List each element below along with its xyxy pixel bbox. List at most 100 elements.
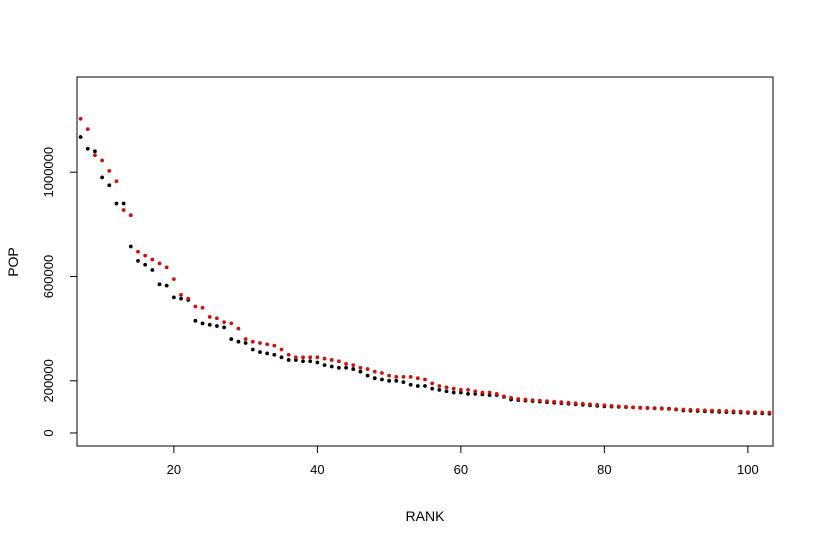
data-point xyxy=(286,358,291,362)
data-point xyxy=(588,402,592,407)
data-point xyxy=(308,355,313,360)
data-point xyxy=(638,406,643,410)
data-point xyxy=(143,262,148,267)
data-point xyxy=(566,400,571,405)
data-point xyxy=(451,386,456,391)
data-point xyxy=(157,261,162,266)
data-point xyxy=(193,318,198,323)
data-point xyxy=(93,153,97,158)
data-point xyxy=(236,339,241,344)
data-point xyxy=(272,352,277,357)
data-point xyxy=(301,355,305,360)
data-point xyxy=(545,399,549,404)
data-point xyxy=(516,397,521,401)
data-point xyxy=(222,325,226,330)
data-point xyxy=(107,183,112,188)
data-point xyxy=(351,363,356,368)
data-point xyxy=(494,391,499,396)
data-point xyxy=(336,359,341,364)
data-point xyxy=(573,401,578,406)
data-point xyxy=(365,373,370,378)
data-point xyxy=(444,389,449,394)
data-point xyxy=(293,355,298,360)
y-tick-label: 0 xyxy=(41,429,56,436)
data-point xyxy=(100,158,105,163)
data-point xyxy=(760,410,765,415)
x-tick-label: 60 xyxy=(454,462,468,477)
data-point xyxy=(702,408,707,413)
data-point xyxy=(171,295,176,300)
y-tick-label: 1000000 xyxy=(41,147,56,198)
data-point xyxy=(171,277,176,282)
data-point xyxy=(580,401,585,406)
data-point xyxy=(688,407,693,412)
data-point xyxy=(358,365,363,370)
data-point xyxy=(215,324,219,328)
data-point xyxy=(559,400,564,405)
data-point xyxy=(444,385,449,390)
data-point xyxy=(401,380,406,385)
data-point xyxy=(128,244,133,249)
x-axis: 20 40 60 80 100 xyxy=(167,446,759,477)
data-point xyxy=(387,378,392,383)
data-point xyxy=(229,337,234,341)
data-point xyxy=(430,386,435,391)
data-point xyxy=(423,377,427,382)
data-point xyxy=(150,268,155,272)
data-point xyxy=(595,402,600,407)
data-point xyxy=(437,384,442,388)
y-axis-title: POP xyxy=(5,247,21,277)
data-point xyxy=(358,369,363,374)
data-point xyxy=(487,393,492,398)
data-point xyxy=(121,201,126,206)
y-tick-label: 600000 xyxy=(41,255,56,298)
data-point xyxy=(250,347,255,352)
data-point xyxy=(724,409,729,413)
data-point xyxy=(466,388,470,392)
y-axis: 0 200000 600000 1000000 xyxy=(41,147,77,437)
data-point xyxy=(487,390,492,395)
data-point xyxy=(222,320,226,325)
data-point xyxy=(265,351,270,356)
data-point xyxy=(423,384,427,388)
data-point xyxy=(150,257,155,262)
data-point xyxy=(659,406,664,411)
data-point xyxy=(114,201,119,206)
x-tick-label: 100 xyxy=(737,462,759,477)
data-point xyxy=(502,394,506,399)
data-point xyxy=(738,409,743,414)
data-point xyxy=(207,315,212,319)
data-point xyxy=(179,296,183,301)
data-point xyxy=(509,395,514,400)
series-1 xyxy=(78,135,772,416)
data-point xyxy=(602,403,607,408)
data-point xyxy=(365,367,370,371)
data-point xyxy=(372,376,377,381)
data-point xyxy=(243,337,248,341)
y-tick-label: 200000 xyxy=(41,359,56,402)
data-point xyxy=(372,369,377,374)
data-point xyxy=(480,390,485,395)
data-point xyxy=(430,381,435,386)
data-point xyxy=(279,355,284,360)
plot-frame xyxy=(76,76,774,447)
data-point xyxy=(631,405,635,410)
data-point xyxy=(136,249,140,254)
data-point xyxy=(336,365,341,370)
data-point xyxy=(530,398,535,403)
data-point xyxy=(408,374,413,379)
data-point xyxy=(315,360,320,365)
data-point xyxy=(229,321,234,326)
data-point xyxy=(85,146,90,151)
data-point xyxy=(258,350,262,355)
data-point xyxy=(186,296,191,301)
data-point xyxy=(258,341,262,345)
data-point xyxy=(265,342,270,347)
data-point xyxy=(466,391,470,396)
data-point xyxy=(351,367,356,371)
data-point xyxy=(380,371,384,375)
data-point xyxy=(344,365,348,370)
data-point xyxy=(717,408,722,413)
data-point xyxy=(200,321,205,326)
data-point xyxy=(710,408,714,413)
